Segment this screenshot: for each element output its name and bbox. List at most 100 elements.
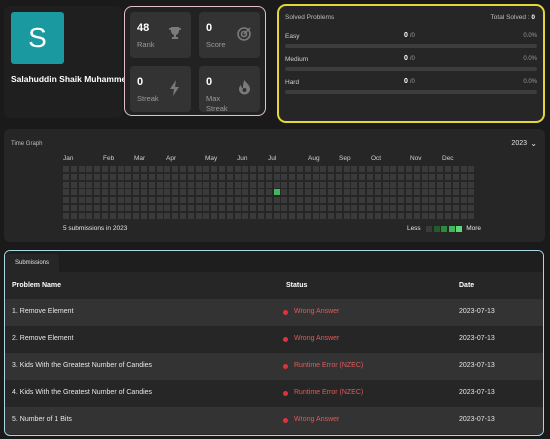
heatmap-cell (218, 212, 225, 219)
target-icon (236, 26, 252, 42)
heatmap-cell (265, 166, 272, 172)
heatmap-cell (289, 189, 296, 196)
heatmap-cell (273, 197, 280, 204)
month-label: Feb (103, 155, 115, 162)
heatmap-cell (148, 197, 155, 204)
heatmap-cell (63, 166, 69, 172)
heatmap-cell (109, 197, 116, 204)
heatmap-cell (218, 166, 225, 172)
heatmap-cell (312, 212, 319, 219)
heatmap-cell (179, 212, 186, 219)
difficulty-name: Easy (285, 33, 300, 40)
heatmap-cell (281, 197, 288, 204)
heatmap-cell (133, 197, 140, 204)
heatmap-cell (468, 173, 475, 180)
month-label: Oct (371, 155, 382, 162)
heatmap-cell (328, 173, 335, 180)
heatmap-cell (226, 166, 233, 172)
status-text: Wrong Answer (294, 416, 340, 423)
time-graph-title: Time Graph (11, 141, 43, 147)
heatmap-cell (273, 181, 280, 188)
heatmap-cell (382, 189, 389, 196)
column-header-date: Date (459, 282, 475, 289)
heatmap-cell (328, 166, 335, 172)
year-select[interactable]: 2023 ⌄ (511, 139, 537, 148)
heatmap-cell (351, 181, 358, 188)
table-row[interactable]: 4. Kids With the Greatest Number of Cand… (5, 380, 543, 407)
heatmap-cell (273, 189, 280, 196)
heatmap-cell (125, 189, 132, 196)
heatmap-cell (468, 212, 475, 219)
problem-name[interactable]: 2. Remove Element (12, 335, 74, 342)
table-row[interactable]: 1. Remove Element Wrong Answer 2023-07-1… (5, 299, 543, 326)
total-solved-value: 0 (531, 14, 535, 21)
heatmap-cell (437, 173, 444, 180)
heatmap-cell (117, 173, 124, 180)
status-dot-icon (283, 418, 288, 423)
heatmap-cell (70, 166, 77, 172)
legend-swatch (426, 225, 433, 232)
heatmap-cell (211, 204, 218, 211)
heatmap-cell (148, 166, 155, 172)
heatmap-cell (133, 204, 140, 211)
heatmap-cell (320, 212, 327, 219)
heatmap-cell (304, 212, 311, 219)
heatmap-cell (63, 181, 69, 188)
heatmap-cell (328, 181, 335, 188)
problem-name[interactable]: 3. Kids With the Greatest Number of Cand… (12, 362, 153, 369)
heatmap-cell (94, 212, 101, 219)
heatmap-cell (187, 189, 194, 196)
heatmap-cell (398, 204, 405, 211)
heatmap-cell (148, 173, 155, 180)
heatmap-cell (429, 173, 436, 180)
heatmap-cell (437, 166, 444, 172)
heatmap-cell (437, 212, 444, 219)
tab-submissions[interactable]: Submissions (5, 254, 59, 272)
stat-score-label: Score (206, 40, 226, 49)
heatmap-cell (234, 197, 241, 204)
heatmap-cell (211, 181, 218, 188)
heatmap-cell (70, 197, 77, 204)
heatmap-cell (140, 173, 147, 180)
table-row[interactable]: 2. Remove Element Wrong Answer 2023-07-1… (5, 326, 543, 353)
problem-name[interactable]: 1. Remove Element (12, 308, 74, 315)
heatmap-cell (265, 173, 272, 180)
stat-score-value: 0 (206, 22, 213, 34)
heatmap-cell (86, 189, 93, 196)
heatmap-cell (289, 212, 296, 219)
heatmap-cell (63, 189, 69, 196)
heatmap-cell (374, 166, 381, 172)
problem-name[interactable]: 4. Kids With the Greatest Number of Cand… (12, 389, 153, 396)
heatmap-cell (63, 204, 69, 211)
time-graph-panel: Time Graph 2023 ⌄ Jan Feb Mar Apr May Jun… (4, 129, 545, 242)
heatmap-cell (70, 181, 77, 188)
heatmap-cell (172, 173, 179, 180)
heatmap-cell (109, 189, 116, 196)
heatmap-cell (374, 181, 381, 188)
month-label: Sep (339, 155, 351, 162)
table-row[interactable]: 5. Number of 1 Bits Wrong Answer 2023-07… (5, 407, 543, 434)
heatmap-cell (304, 181, 311, 188)
difficulty-percent: 0.0% (523, 56, 537, 62)
heatmap-cell (179, 181, 186, 188)
problem-name[interactable]: 5. Number of 1 Bits (12, 416, 72, 423)
heatmap-cell (343, 204, 350, 211)
heatmap-cell (203, 197, 210, 204)
heatmap-cell (421, 197, 428, 204)
heatmap-cell (413, 204, 420, 211)
heatmap-cell (250, 181, 257, 188)
heatmap-cell (195, 173, 202, 180)
heatmap-cell (242, 189, 249, 196)
stat-streak-label: Streak (137, 94, 159, 103)
stat-score: 0 Score (199, 12, 260, 58)
heatmap-cell (460, 181, 467, 188)
table-row[interactable]: 3. Kids With the Greatest Number of Cand… (5, 353, 543, 380)
heatmap-cell (351, 166, 358, 172)
heatmap-cell (320, 204, 327, 211)
heatmap-cell (195, 166, 202, 172)
heatmap-cell (452, 204, 459, 211)
heatmap-cell (86, 173, 93, 180)
heatmap-cell (304, 173, 311, 180)
submission-date: 2023-07-13 (459, 335, 495, 342)
heatmap-cell (460, 197, 467, 204)
